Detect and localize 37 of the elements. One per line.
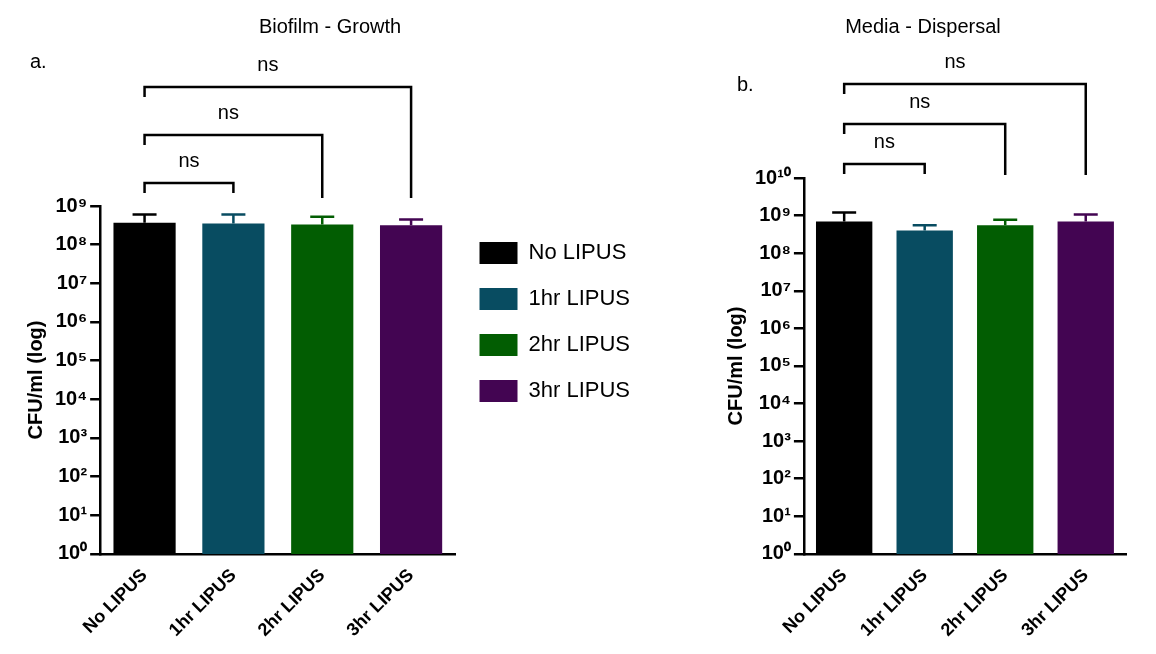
y-tick-label: 10¹ [762,503,792,526]
y-tick-label: 10² [762,466,792,489]
y-axis-title: CFU/ml (log) [723,306,746,426]
y-tick-label: 10³ [58,425,88,448]
y-tick-label: 10⁷ [760,278,791,301]
text: ns [257,52,279,75]
legend-label: 2hr LIPUS [528,331,631,357]
y-tick-label: 10⁶ [759,315,791,338]
text: ns [944,49,966,72]
y-axis-title: CFU/ml (log) [23,320,46,440]
legend-label: No LIPUS [528,239,627,265]
chart-title: Biofilm - Growth [258,14,402,37]
text: ns [178,148,200,171]
text: ns [217,100,239,123]
chart-title: Media - Dispersal [845,14,1001,37]
y-tick-label: 10⁵ [759,353,791,376]
text: b. [737,72,754,95]
legend-label: 3hr LIPUS [528,377,631,403]
y-tick-label: 10⁸ [759,240,791,263]
y-tick-label: 10⁷ [56,270,88,293]
text: a. [30,49,47,72]
text: ns [909,89,931,112]
y-tick-label: 10² [58,464,88,487]
y-tick-label: 10⁰ [761,541,791,564]
text: ns [873,129,895,152]
y-tick-label: 10⁰ [57,541,88,564]
legend-label: 1hr LIPUS [528,285,631,311]
y-tick-label: 10⁹ [55,193,88,216]
y-tick-label: 10⁴ [758,391,791,414]
y-tick-label: 10¹⁰ [755,165,791,188]
y-tick-label: 10⁸ [55,232,88,255]
y-tick-label: 10⁴ [55,386,88,409]
y-tick-label: 10⁶ [55,309,88,332]
y-tick-label: 10⁵ [55,348,88,371]
y-tick-label: 10¹ [58,502,88,525]
y-tick-label: 10⁹ [759,203,791,226]
y-tick-label: 10³ [762,428,792,451]
